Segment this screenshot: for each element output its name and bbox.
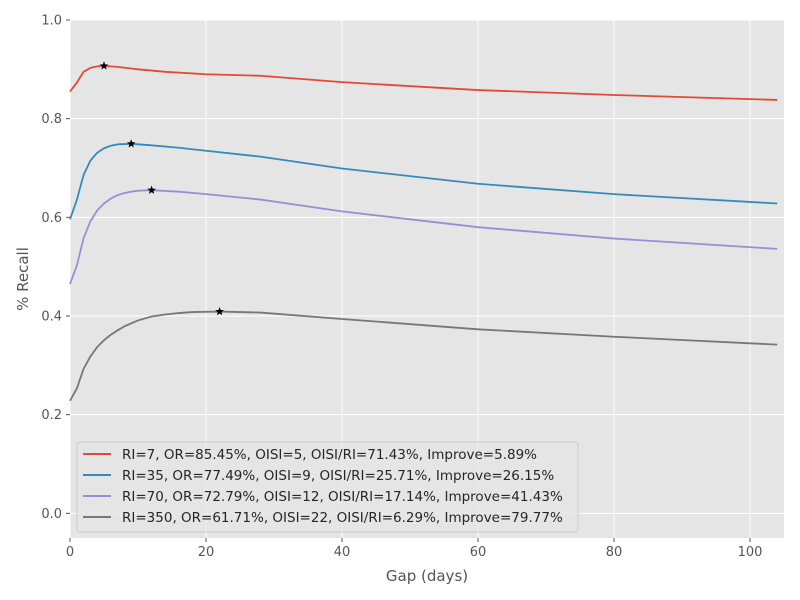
y-tick-label: 0.4 bbox=[41, 310, 62, 325]
y-tick-label: 0.8 bbox=[41, 112, 62, 127]
series-line-3 bbox=[69, 189, 778, 285]
optimum-star-marker bbox=[126, 139, 136, 148]
x-tick-label: 80 bbox=[606, 545, 623, 560]
x-tick-label: 20 bbox=[198, 545, 215, 560]
legend-entry-label: RI=70, OR=72.79%, OISI=12, OISI/RI=17.14… bbox=[122, 489, 563, 505]
legend-entry-label: RI=35, OR=77.49%, OISI=9, OISI/RI=25.71%… bbox=[122, 468, 554, 484]
x-tick-label: 0 bbox=[66, 545, 74, 560]
y-axis-label: % Recall bbox=[14, 247, 32, 311]
legend: RI=7, OR=85.45%, OISI=5, OISI/RI=71.43%,… bbox=[76, 441, 579, 533]
y-tick-label: 0.6 bbox=[41, 211, 62, 226]
x-tick-label: 100 bbox=[738, 545, 763, 560]
y-axis-ticks: 0.0 0.2 0.4 0.6 0.8 1.0 bbox=[41, 14, 70, 522]
y-tick-label: 0.0 bbox=[41, 507, 62, 522]
optimum-star-marker bbox=[147, 185, 156, 194]
legend-entry-label: RI=350, OR=61.71%, OISI=22, OISI/RI=6.29… bbox=[122, 510, 563, 526]
optimum-star-marker bbox=[99, 61, 109, 70]
legend-box bbox=[76, 441, 579, 533]
series-line-4 bbox=[69, 310, 778, 402]
x-tick-label: 60 bbox=[470, 545, 487, 560]
y-tick-label: 0.2 bbox=[41, 408, 62, 423]
series-line-1 bbox=[69, 64, 778, 101]
x-axis-ticks: 0 20 40 60 80 100 bbox=[66, 538, 763, 560]
x-tick-label: 40 bbox=[334, 545, 351, 560]
optimum-markers bbox=[99, 61, 224, 316]
optimum-star-marker bbox=[215, 306, 224, 316]
y-tick-label: 1.0 bbox=[41, 14, 62, 29]
legend-entry-label: RI=7, OR=85.45%, OISI=5, OISI/RI=71.43%,… bbox=[122, 447, 537, 463]
x-axis-label: Gap (days) bbox=[386, 567, 468, 585]
